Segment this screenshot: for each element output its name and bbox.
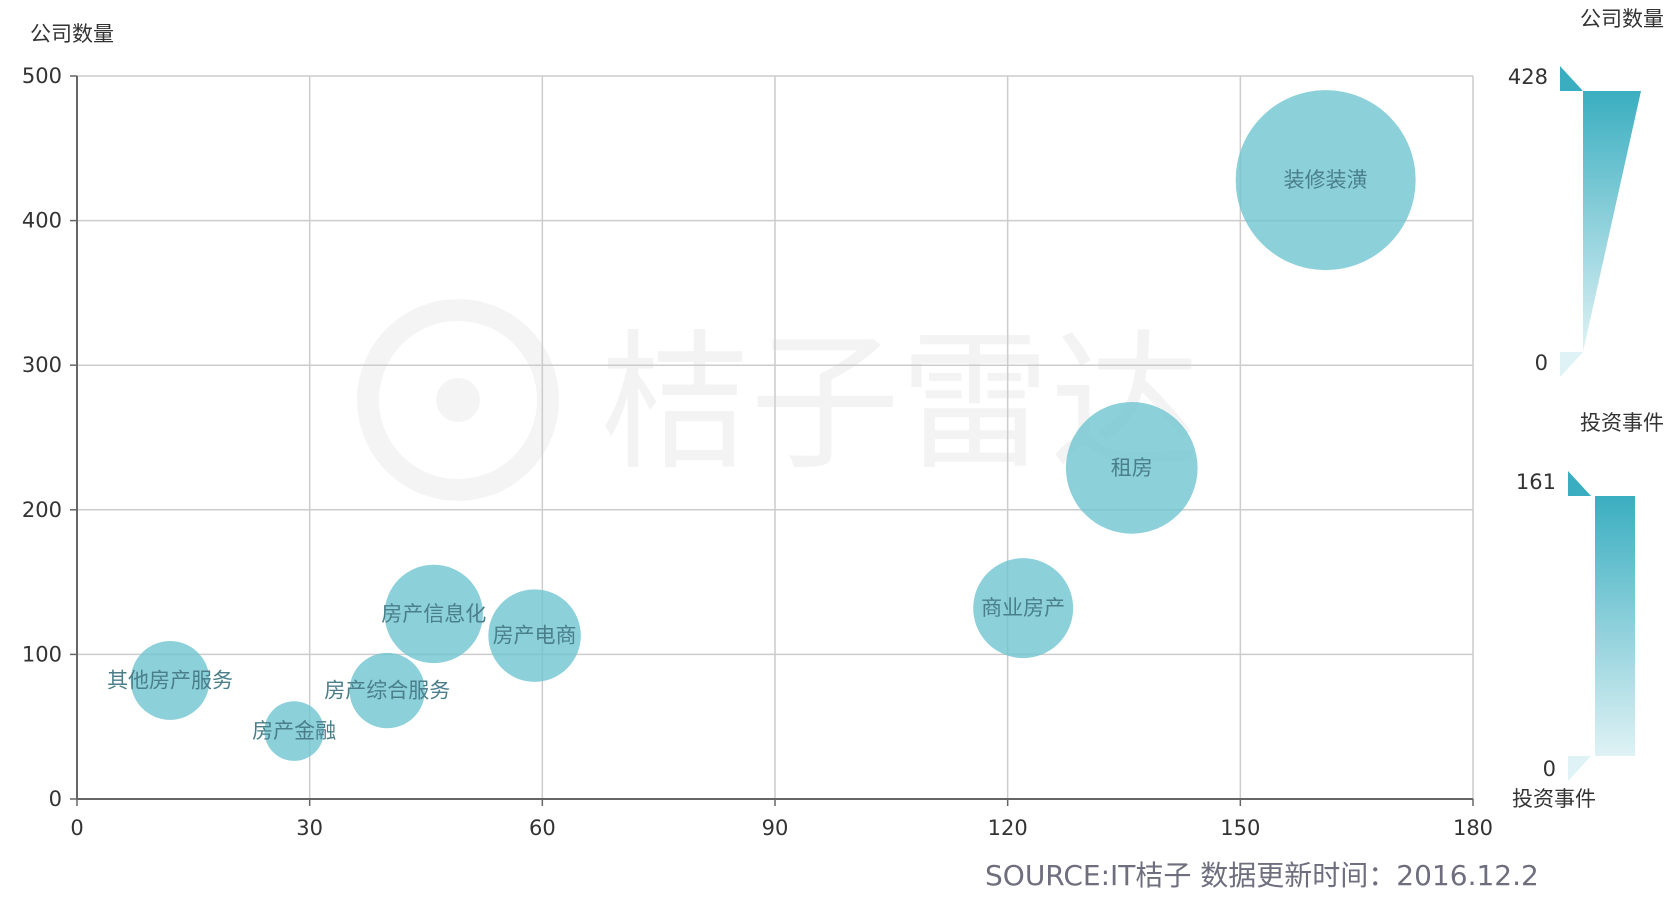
bubble [973,558,1074,659]
source-text: SOURCE:IT桔子 数据更新时间：2016.12.2 [985,859,1539,892]
visual-map-size-max: 428 [1508,65,1548,89]
visual-map-size-bottom-handle [1560,352,1583,377]
bubble [130,641,210,720]
y-tick-label: 400 [22,209,62,233]
x-tick-label: 60 [529,816,556,840]
bubble-label: 商业房产 [981,596,1065,620]
x-tick-label: 150 [1220,816,1260,840]
bubble-label: 房产综合服务 [324,679,450,703]
visual-map-color-min: 0 [1543,757,1556,781]
watermark-logo-dot [436,378,480,422]
bubble-label: 装修装潢 [1284,168,1368,192]
bubble [349,652,425,729]
visual-map-color-title: 投资事件 [1580,411,1664,435]
x-tick-label: 0 [70,816,83,840]
y-axis-title: 公司数量 [30,22,114,46]
visual-map-color-bottom-label: 投资事件 [1512,787,1596,811]
bubble [264,701,324,761]
visual-map-color-bottom-handle [1568,756,1591,781]
axes: 0 30 60 90 120 150 180 0 100 200 300 400 500 [22,64,1493,840]
visual-map-color-max: 161 [1516,470,1556,494]
x-tick-label: 120 [988,816,1028,840]
visual-map-size-wedge [1583,91,1641,352]
bubble [1065,402,1198,534]
visual-map-size-min: 0 [1535,351,1548,375]
y-tick-label: 200 [22,498,62,522]
bubble-label: 房产电商 [493,624,577,648]
y-tick-label: 100 [22,642,62,666]
bubble [488,589,581,682]
y-tick-label: 0 [49,787,62,811]
bubble-label: 租房 [1111,456,1153,480]
bubble [1235,90,1416,271]
x-tick-label: 180 [1453,816,1493,840]
bubble-label: 房产金融 [252,719,336,743]
visual-map-color-bar [1595,496,1635,756]
x-tick-label: 90 [762,816,789,840]
y-tick-label: 500 [22,64,62,88]
visual-maps: 公司数量 428 0 投资事件 161 0 投资事件 [1508,7,1664,811]
bubble-label: 其他房产服务 [107,668,233,692]
bubble-label: 房产信息化 [381,602,486,626]
y-tick-label: 300 [22,353,62,377]
x-tick-label: 30 [296,816,323,840]
visual-map-size-top-handle [1560,66,1583,91]
bubble [384,564,483,664]
watermark-logo-icon [357,299,559,501]
visual-map-color-top-handle [1568,471,1591,496]
visual-map-size-title: 公司数量 [1580,7,1664,31]
